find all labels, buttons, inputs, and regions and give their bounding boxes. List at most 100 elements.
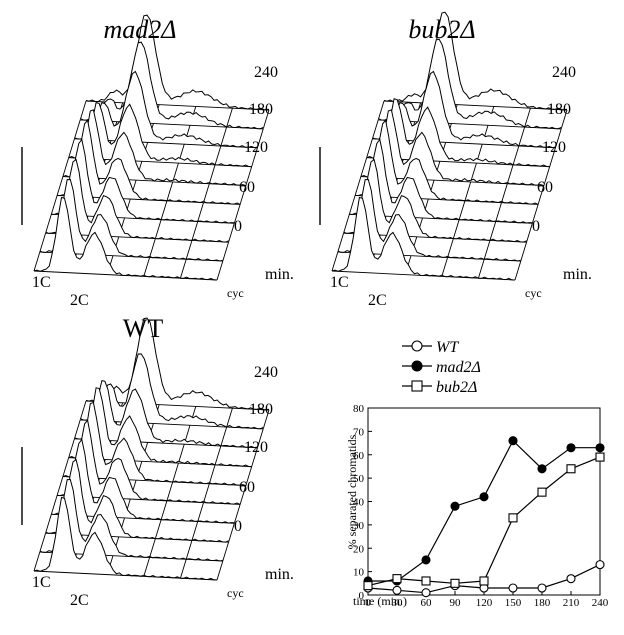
y-tick-label: 0	[359, 590, 365, 602]
time-label: 120	[542, 139, 566, 156]
baseline	[33, 270, 218, 281]
peak-2c-label: 2C	[368, 292, 387, 309]
data-point	[508, 436, 518, 446]
data-point	[508, 513, 518, 523]
grid-line	[179, 408, 233, 579]
time-label: 0	[234, 518, 242, 535]
grid-line	[331, 100, 385, 272]
grid-line	[143, 106, 197, 277]
peak-1c-label: 1C	[32, 274, 51, 291]
time-label: 180	[249, 101, 273, 118]
grid-line	[33, 100, 87, 272]
panel-title-wt: WT	[123, 314, 164, 343]
trace-fill	[57, 420, 241, 505]
time-label: 180	[249, 401, 273, 418]
trace-fill	[355, 120, 539, 205]
time-label: 60	[239, 479, 255, 496]
plot-frame	[367, 407, 601, 596]
time-unit: min.	[265, 266, 294, 283]
y-axis-label: % separated chromatids	[345, 434, 359, 549]
data-point	[566, 574, 576, 584]
y-tick-label: 80	[353, 403, 365, 415]
facs-panel-bub2: 240 180 120 60 0 min. cyc 1C 2C	[319, 11, 592, 309]
baseline	[33, 570, 218, 581]
facs-panel-mad2: 240 180 120 60 0 min. cyc 1C 2C	[21, 14, 294, 309]
y-tick-label: 30	[353, 520, 365, 532]
trace-fill	[62, 402, 246, 486]
histogram-trace	[68, 101, 252, 168]
y-tick-label: 40	[353, 497, 365, 509]
baseline	[331, 270, 516, 281]
chart-legend: WT mad2Δ bub2Δ	[402, 339, 481, 396]
y-tick-label: 50	[353, 473, 365, 485]
data-point	[450, 501, 460, 511]
x-tick-label: 0	[365, 597, 371, 609]
x-tick-label: 210	[563, 597, 580, 609]
time-label: 240	[552, 64, 576, 81]
peak-1c-label: 1C	[32, 574, 51, 591]
time-label: 60	[239, 179, 255, 196]
time-label: 120	[244, 439, 268, 456]
legend-label: bub2Δ	[436, 379, 477, 396]
time-label: 120	[244, 139, 268, 156]
data-point	[479, 576, 489, 586]
y-tick-label: 60	[353, 450, 365, 462]
data-point	[392, 585, 402, 595]
grid-line	[477, 108, 531, 279]
series-line	[367, 456, 601, 587]
trace-fill	[62, 109, 246, 186]
panel-title-mad2: mad2Δ	[103, 15, 176, 44]
data-point	[595, 452, 605, 462]
time-label: 240	[254, 364, 278, 381]
data-point	[363, 581, 373, 591]
legend-label: mad2Δ	[436, 359, 481, 376]
data-point	[392, 574, 402, 584]
data-point	[537, 583, 547, 593]
data-point	[450, 578, 460, 588]
data-point	[421, 576, 431, 586]
time-unit: min.	[265, 566, 294, 583]
x-axis-label: time (min.)	[353, 594, 407, 608]
histogram-trace	[366, 98, 550, 168]
x-tick-label: 150	[505, 597, 522, 609]
data-point	[421, 555, 431, 565]
legend-label: WT	[436, 339, 459, 356]
separation-chart: WT mad2Δ bub2Δ 0 10 20 30 40 50 60 70 80 0 30 60 90 120…	[345, 339, 609, 609]
x-tick-label: 120	[476, 597, 493, 609]
data-point	[479, 492, 489, 502]
histogram-trace	[74, 379, 258, 449]
x-tick-label: 60	[421, 597, 433, 609]
grid-line	[216, 109, 270, 281]
data-point	[537, 487, 547, 497]
x-tick-label: 30	[392, 597, 404, 609]
time-label: 0	[234, 218, 242, 235]
data-point	[566, 464, 576, 474]
facs-panel-wt: 240 180 120 60 0 min. cyc 1C 2C	[21, 317, 294, 609]
time-label: 60	[537, 179, 553, 196]
data-point	[566, 443, 576, 453]
baseline	[383, 100, 568, 111]
data-point	[595, 443, 605, 453]
time-unit: min.	[563, 266, 592, 283]
trace-fill	[57, 120, 241, 205]
data-point	[537, 464, 547, 474]
trace-fill	[360, 109, 544, 186]
x-tick-label: 90	[450, 597, 462, 609]
grid-line	[33, 400, 87, 572]
x-tick-label: 180	[534, 597, 551, 609]
baseline	[85, 100, 270, 111]
legend-marker	[411, 380, 423, 392]
legend-marker	[411, 360, 423, 372]
series-line	[368, 439, 600, 582]
plot-area: 0 10 20 30 40 50 60 70 80 0 30 60 90 120 150 180 210 240	[353, 403, 609, 609]
time-label: 180	[547, 101, 571, 118]
y-tick-label: 10	[353, 567, 365, 579]
y-tick-label: 70	[353, 426, 365, 438]
grid-line	[441, 106, 495, 277]
grid-line	[179, 108, 233, 279]
cyc-label: cyc	[525, 286, 542, 300]
data-point	[421, 588, 431, 598]
data-point	[508, 583, 518, 593]
y-tick-label: 20	[353, 543, 365, 555]
